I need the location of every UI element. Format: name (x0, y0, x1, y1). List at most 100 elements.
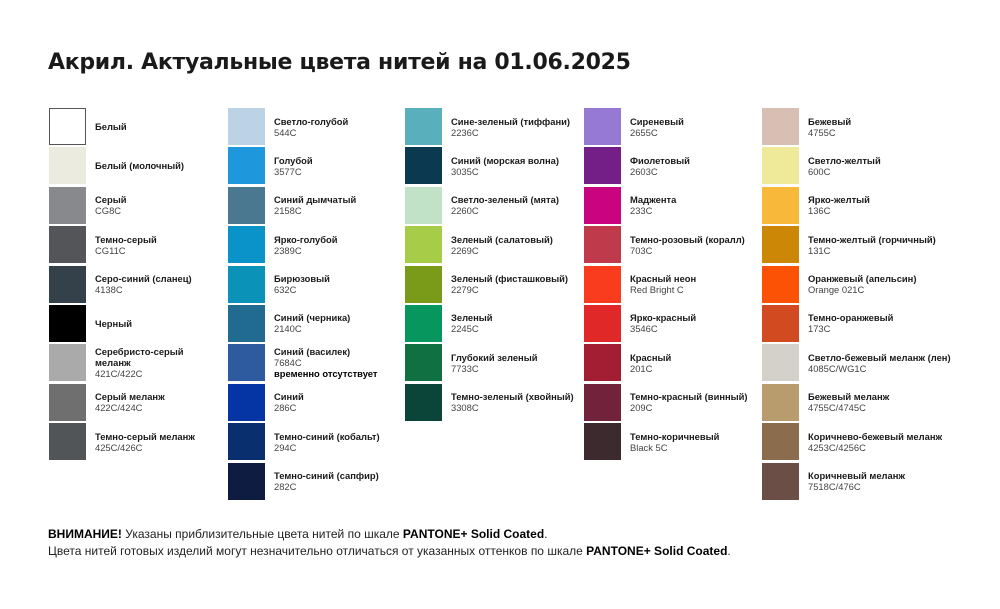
color-label: Темно-зеленый (хвойный) 3308C (451, 384, 574, 421)
pantone-code: 600C (808, 165, 831, 177)
color-label: Синий дымчатый 2158C (274, 187, 356, 224)
pantone-code: 544C (274, 126, 297, 138)
pantone-scale-name: PANTONE+ Solid Coated (586, 544, 728, 558)
availability-note: временно отсутствует (274, 368, 378, 380)
color-name: Темно-красный (винный) (630, 391, 748, 403)
color-label: Темно-синий (сапфир) 282C (274, 463, 379, 500)
color-name: Синий (274, 391, 304, 403)
pantone-code: 4253C/4256C (808, 441, 866, 453)
color-name: Темно-зеленый (хвойный) (451, 391, 574, 403)
color-swatch (49, 423, 86, 461)
color-swatch (762, 383, 799, 421)
color-swatch (584, 344, 621, 382)
pantone-code: 233C (630, 205, 653, 217)
pantone-code: 294C (274, 441, 297, 453)
color-swatch (584, 226, 621, 264)
pantone-code: 201C (630, 362, 653, 374)
color-name: Маджента (630, 194, 677, 206)
color-swatch (49, 226, 86, 264)
color-name: Оранжевый (апельсин) (808, 273, 917, 285)
color-name: Фиолетовый (630, 154, 690, 166)
color-swatch (762, 423, 799, 461)
color-label: Красный неон Red Bright C (630, 266, 696, 303)
color-swatch (762, 147, 799, 185)
color-name: Бежевый (808, 115, 852, 127)
color-name: Белый (молочный) (95, 160, 185, 172)
color-swatch (762, 462, 799, 500)
color-swatch (762, 226, 799, 264)
pantone-code: 421C/422C (95, 368, 143, 380)
color-swatch (228, 186, 265, 224)
color-label: Глубокий зеленый 7733C (451, 344, 537, 381)
pantone-code: 2603C (630, 165, 658, 177)
color-label: Светло-голубой 544C (274, 108, 348, 145)
color-name: Сиреневый (630, 115, 684, 127)
color-name: Темно-серый меланж (95, 430, 195, 442)
color-label: Зеленый (фисташковый) 2279C (451, 266, 568, 303)
page-title: Акрил. Актуальные цвета нитей на 01.06.2… (48, 50, 631, 75)
color-name: Темно-синий (сапфир) (274, 470, 379, 482)
color-name: Зеленый (салатовый) (451, 233, 553, 245)
color-swatch (49, 186, 86, 224)
color-name: Синий дымчатый (274, 194, 357, 206)
pantone-code: 2236C (451, 126, 479, 138)
pantone-code: 2269C (451, 244, 479, 256)
color-label: Ярко-желтый 136C (808, 187, 870, 224)
color-label: Зеленый 2245C (451, 305, 493, 342)
color-label: Серебристо-серый меланж 421C/422C (95, 344, 205, 381)
color-swatch (762, 265, 799, 303)
color-label: Синий (василек) 7684C временно отсутствует (274, 344, 377, 381)
pantone-code: CG8C (95, 205, 122, 217)
color-label: Голубой 3577C (274, 147, 313, 184)
color-swatch (405, 304, 442, 342)
color-label: Коричнево-бежевый меланж 4253C/4256C (808, 423, 942, 460)
color-label: Синий 286C (274, 384, 304, 421)
color-swatch (49, 265, 86, 303)
pantone-code: 425C/426C (95, 441, 143, 453)
pantone-code: 7518C/476C (808, 481, 861, 493)
color-swatch (405, 344, 442, 382)
color-swatch (762, 304, 799, 342)
footer-text-2: Цвета нитей готовых изделий могут незнач… (48, 544, 587, 558)
color-label: Бежевый меланж 4755C/4745C (808, 384, 889, 421)
color-swatch (228, 423, 265, 461)
footer-end-2: . (727, 544, 731, 558)
color-label: Темно-красный (винный) 209C (630, 384, 748, 421)
pantone-code: Black 5C (630, 441, 668, 453)
pantone-code: 136C (808, 205, 831, 217)
color-swatch (49, 147, 86, 185)
color-swatch (405, 186, 442, 224)
color-label: Маджента 233C (630, 187, 676, 224)
color-name: Серебристо-серый меланж (95, 346, 184, 369)
color-swatch (762, 108, 799, 145)
color-label: Светло-желтый 600C (808, 147, 881, 184)
color-label: Серый меланж 422C/424C (95, 384, 165, 421)
color-name: Темно-желтый (горчичный) (808, 233, 936, 245)
color-swatch (49, 304, 86, 342)
color-label: Серый CG8C (95, 187, 126, 224)
color-name: Синий (черника) (274, 312, 351, 324)
warning-label: ВНИМАНИЕ! (48, 527, 122, 541)
color-label: Темно-розовый (коралл) 703C (630, 226, 745, 263)
color-label: Ярко-голубой 2389C (274, 226, 337, 263)
color-name: Черный (95, 317, 132, 329)
color-swatch (228, 265, 265, 303)
color-name: Бежевый меланж (808, 391, 890, 403)
color-name: Глубокий зеленый (451, 351, 538, 363)
color-swatch (405, 226, 442, 264)
color-name: Темно-розовый (коралл) (630, 233, 745, 245)
color-label: Серо-синий (сланец) 4138C (95, 266, 192, 303)
color-name: Бирюзовый (274, 273, 330, 285)
pantone-code: 2245C (451, 323, 479, 335)
color-swatch (584, 186, 621, 224)
color-swatch (584, 383, 621, 421)
color-label: Красный 201C (630, 344, 671, 381)
color-label: Темно-синий (кобальт) 294C (274, 423, 380, 460)
color-name: Белый (95, 121, 127, 132)
color-name: Темно-серый (95, 233, 157, 245)
color-label: Сиреневый 2655C (630, 108, 684, 145)
footer-end-1: . (544, 527, 548, 541)
color-label: Зеленый (салатовый) 2269C (451, 226, 553, 263)
color-name: Светло-бежевый меланж (лен) (808, 351, 951, 363)
color-label: Белый (молочный) (95, 147, 184, 184)
